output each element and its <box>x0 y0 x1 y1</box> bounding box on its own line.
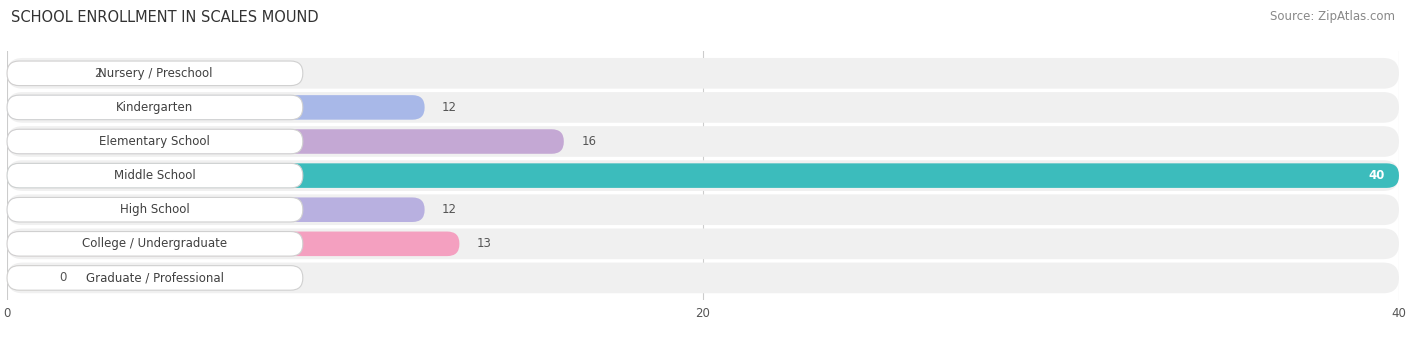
FancyBboxPatch shape <box>7 197 425 222</box>
Text: Kindergarten: Kindergarten <box>117 101 194 114</box>
FancyBboxPatch shape <box>7 232 302 256</box>
Text: 13: 13 <box>477 237 492 250</box>
Text: 12: 12 <box>441 203 457 216</box>
FancyBboxPatch shape <box>7 194 1399 225</box>
FancyBboxPatch shape <box>7 61 77 86</box>
Text: Elementary School: Elementary School <box>100 135 211 148</box>
Text: Graduate / Professional: Graduate / Professional <box>86 271 224 284</box>
FancyBboxPatch shape <box>7 61 302 86</box>
Text: 0: 0 <box>59 271 66 284</box>
Text: 12: 12 <box>441 101 457 114</box>
Text: Middle School: Middle School <box>114 169 195 182</box>
Text: 2: 2 <box>94 67 101 80</box>
FancyBboxPatch shape <box>7 266 49 290</box>
FancyBboxPatch shape <box>7 58 1399 89</box>
FancyBboxPatch shape <box>7 232 460 256</box>
FancyBboxPatch shape <box>7 263 1399 293</box>
FancyBboxPatch shape <box>7 129 302 154</box>
Text: High School: High School <box>120 203 190 216</box>
FancyBboxPatch shape <box>7 95 302 120</box>
FancyBboxPatch shape <box>7 266 302 290</box>
Text: 40: 40 <box>1368 169 1385 182</box>
Text: Source: ZipAtlas.com: Source: ZipAtlas.com <box>1270 10 1395 23</box>
Text: 16: 16 <box>581 135 596 148</box>
FancyBboxPatch shape <box>7 95 425 120</box>
FancyBboxPatch shape <box>7 163 302 188</box>
FancyBboxPatch shape <box>7 92 1399 123</box>
FancyBboxPatch shape <box>7 126 1399 157</box>
FancyBboxPatch shape <box>7 129 564 154</box>
FancyBboxPatch shape <box>7 160 1399 191</box>
Text: SCHOOL ENROLLMENT IN SCALES MOUND: SCHOOL ENROLLMENT IN SCALES MOUND <box>11 10 319 25</box>
FancyBboxPatch shape <box>7 197 302 222</box>
FancyBboxPatch shape <box>7 163 1399 188</box>
Text: Nursery / Preschool: Nursery / Preschool <box>97 67 212 80</box>
Text: College / Undergraduate: College / Undergraduate <box>83 237 228 250</box>
FancyBboxPatch shape <box>7 228 1399 259</box>
